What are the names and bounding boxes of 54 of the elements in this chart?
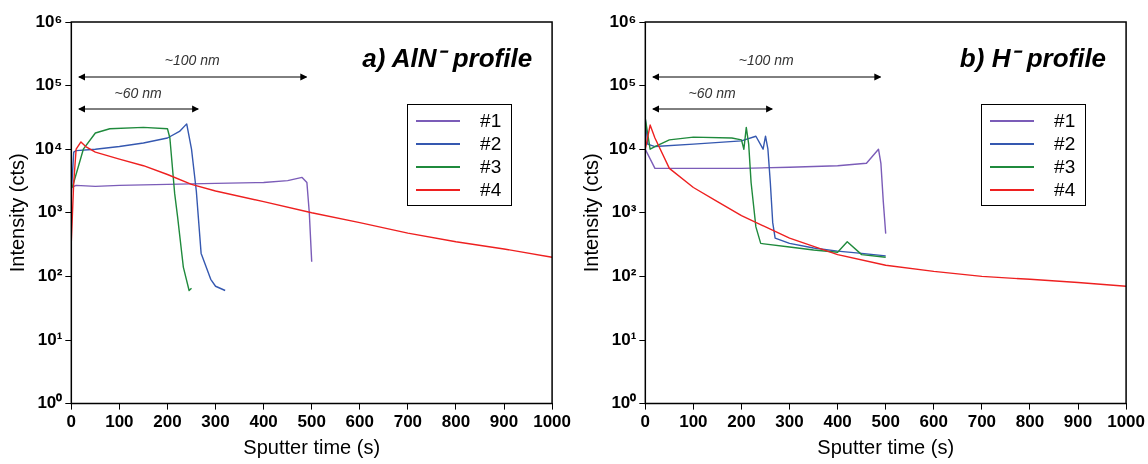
y-tick-label: 10⁴ (608, 138, 637, 158)
y-tick-label: 10⁰ (611, 393, 637, 413)
x-tick-label: 600 (345, 412, 374, 432)
y-tick-label: 10⁰ (37, 393, 63, 413)
x-tick-label: 200 (153, 412, 182, 432)
y-tick-label: 10⁵ (35, 75, 63, 95)
x-tick-label: 0 (640, 412, 651, 432)
x-tick-label: 300 (201, 412, 230, 432)
y-axis-title: Intensity (cts) (5, 153, 28, 273)
x-axis-title: Sputter time (s) (243, 435, 381, 458)
x-tick-label: 800 (441, 412, 471, 432)
x-tick-label: 900 (489, 412, 519, 432)
x-tick-label: 0 (66, 412, 77, 432)
x-tick-label: 900 (1063, 412, 1093, 432)
x-tick-label: 700 (393, 412, 423, 432)
y-tick-label: 10⁴ (34, 138, 63, 158)
legend-label: #1 (480, 109, 502, 132)
legend-label: #3 (1054, 155, 1076, 178)
y-tick-label: 10⁵ (609, 75, 637, 95)
y-tick-label: 10¹ (611, 329, 637, 349)
x-tick-label: 1000 (533, 412, 571, 432)
annotation: ~60 nm (114, 84, 163, 101)
x-tick-label: 600 (919, 412, 948, 432)
x-tick-label: 400 (823, 412, 852, 432)
legend-label: #4 (1054, 178, 1076, 201)
y-tick-label: 10³ (37, 202, 63, 222)
y-tick-label: 10¹ (37, 329, 63, 349)
legend-label: #1 (1054, 109, 1076, 132)
text: a) AlN⁻ profile (362, 43, 533, 74)
y-tick-label: 10⁶ (35, 11, 63, 31)
y-tick-label: 10² (37, 266, 63, 286)
text: b) H⁻ profile (959, 43, 1107, 74)
x-tick-label: 500 (297, 412, 326, 432)
legend-label: #3 (480, 155, 502, 178)
annotation: ~100 nm (164, 52, 220, 69)
annotation: ~100 nm (738, 52, 794, 69)
x-tick-label: 400 (249, 412, 278, 432)
legend-label: #2 (1054, 132, 1076, 155)
x-tick-label: 1000 (1107, 412, 1145, 432)
x-tick-label: 100 (105, 412, 134, 432)
x-axis-title: Sputter time (s) (817, 435, 955, 458)
x-tick-label: 700 (967, 412, 997, 432)
y-tick-label: 10³ (611, 202, 637, 222)
legend-label: #4 (480, 178, 502, 201)
x-tick-label: 100 (679, 412, 708, 432)
x-tick-label: 800 (1015, 412, 1045, 432)
x-tick-label: 500 (871, 412, 900, 432)
y-axis-title: Intensity (cts) (579, 153, 602, 273)
annotation: ~60 nm (688, 84, 737, 101)
x-tick-label: 200 (727, 412, 756, 432)
y-tick-label: 10⁶ (609, 11, 637, 31)
x-tick-label: 300 (775, 412, 804, 432)
legend-label: #2 (480, 132, 502, 155)
y-tick-label: 10² (611, 266, 637, 286)
